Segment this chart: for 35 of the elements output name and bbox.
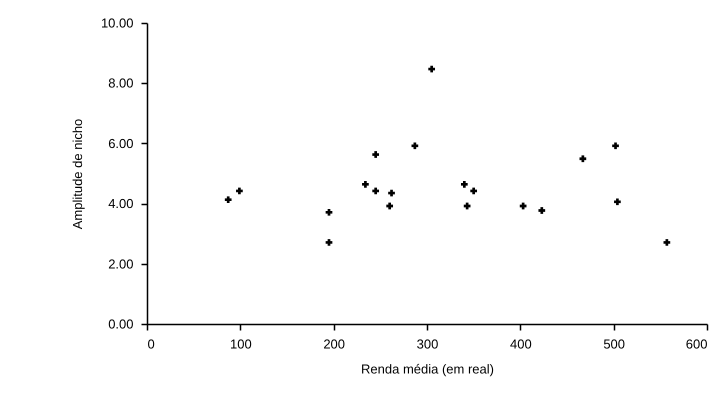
point <box>664 239 670 246</box>
x-tick-label: 500 <box>603 336 626 352</box>
point <box>388 190 395 196</box>
point <box>428 66 436 72</box>
point <box>236 188 243 194</box>
point <box>386 202 394 210</box>
y-axis-title: Amplitude de nicho <box>70 118 85 230</box>
point <box>224 196 232 204</box>
x-tick-label: 600 <box>686 336 708 352</box>
y-tick-label: 4.00 <box>108 196 134 212</box>
point <box>412 142 418 150</box>
x-tick-label: 400 <box>510 336 532 352</box>
y-tick-label: 2.00 <box>108 256 134 272</box>
x-tick-label: 0 <box>148 336 155 352</box>
point <box>460 180 468 188</box>
point <box>580 155 586 162</box>
point <box>612 142 619 150</box>
y-tick-label: 10.00 <box>100 16 134 30</box>
point <box>372 151 380 158</box>
x-tick-label: 300 <box>416 336 438 352</box>
point <box>614 198 621 206</box>
x-axis-title: Renda média (em real) <box>361 362 494 376</box>
point <box>538 207 546 214</box>
point <box>470 188 478 194</box>
y-tick-label: 8.00 <box>108 76 134 91</box>
point <box>362 180 369 188</box>
point <box>372 188 380 194</box>
point <box>520 202 526 210</box>
point <box>326 208 332 216</box>
x-tick-label: 100 <box>230 336 252 352</box>
y-tick-label: 6.00 <box>108 136 134 151</box>
point <box>326 239 332 246</box>
y-tick-label: 0.00 <box>108 316 134 332</box>
x-tick-label: 200 <box>323 336 346 352</box>
point <box>464 202 470 210</box>
